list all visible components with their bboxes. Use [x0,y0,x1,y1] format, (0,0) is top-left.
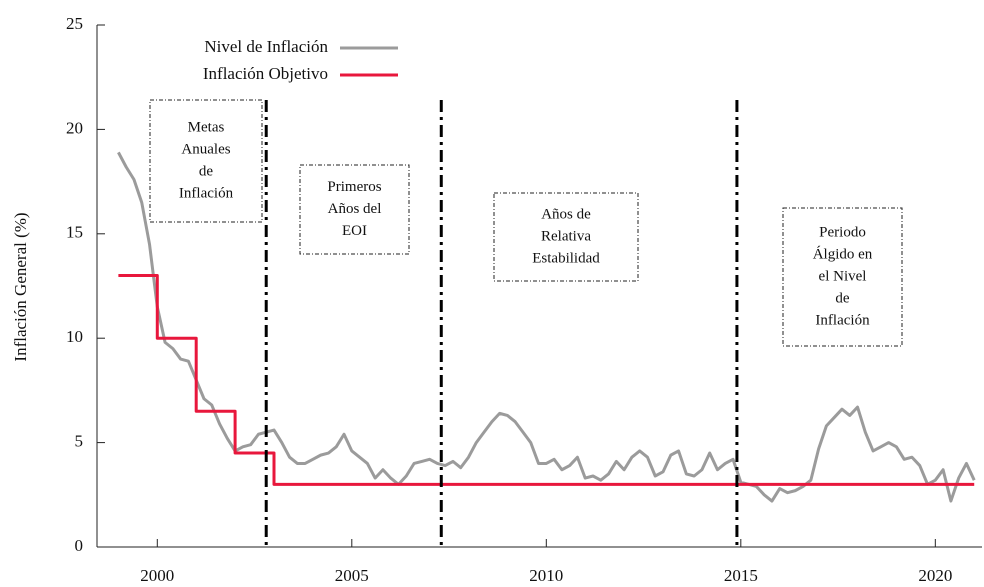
annotation-text: Anuales [181,141,230,157]
legend-label: Nivel de Inflación [204,37,328,56]
annotation-text: Inflación [815,312,870,328]
annotation-text: de [199,163,214,179]
y-tick-label: 5 [75,432,84,451]
annotation-text: Álgido en [813,245,873,262]
annotation-text: Relativa [541,228,591,244]
annotation-box [149,99,263,223]
annotation-text: Estabilidad [532,250,600,266]
annotation-box [782,207,903,347]
annotation-text: Años del [328,201,382,217]
series-line [118,274,975,486]
y-tick-label: 15 [66,223,83,242]
legend-label: Inflación Objetivo [203,64,328,83]
x-tick-label: 2020 [918,566,952,585]
y-axis-label: Inflación General (%) [11,212,30,361]
annotation-text: el Nivel [819,268,867,284]
y-tick-label: 20 [66,118,83,137]
x-tick-label: 2010 [529,566,563,585]
x-tick-label: 2015 [724,566,758,585]
y-tick-label: 10 [66,327,83,346]
x-tick-label: 2005 [335,566,369,585]
y-tick-label: 25 [66,14,83,33]
series-line [117,151,976,503]
annotation-box [493,192,639,282]
annotation-text: Inflación [179,185,234,201]
annotation-text: Periodo [819,224,866,240]
annotation-box [299,164,410,255]
annotation-text: Años de [541,206,591,222]
annotation-text: EOI [342,223,367,239]
annotation-text: Primeros [327,179,381,195]
annotation-text: Metas [188,119,225,135]
x-tick-label: 2000 [140,566,174,585]
y-tick-label: 0 [75,536,84,555]
annotation-text: de [835,290,850,306]
